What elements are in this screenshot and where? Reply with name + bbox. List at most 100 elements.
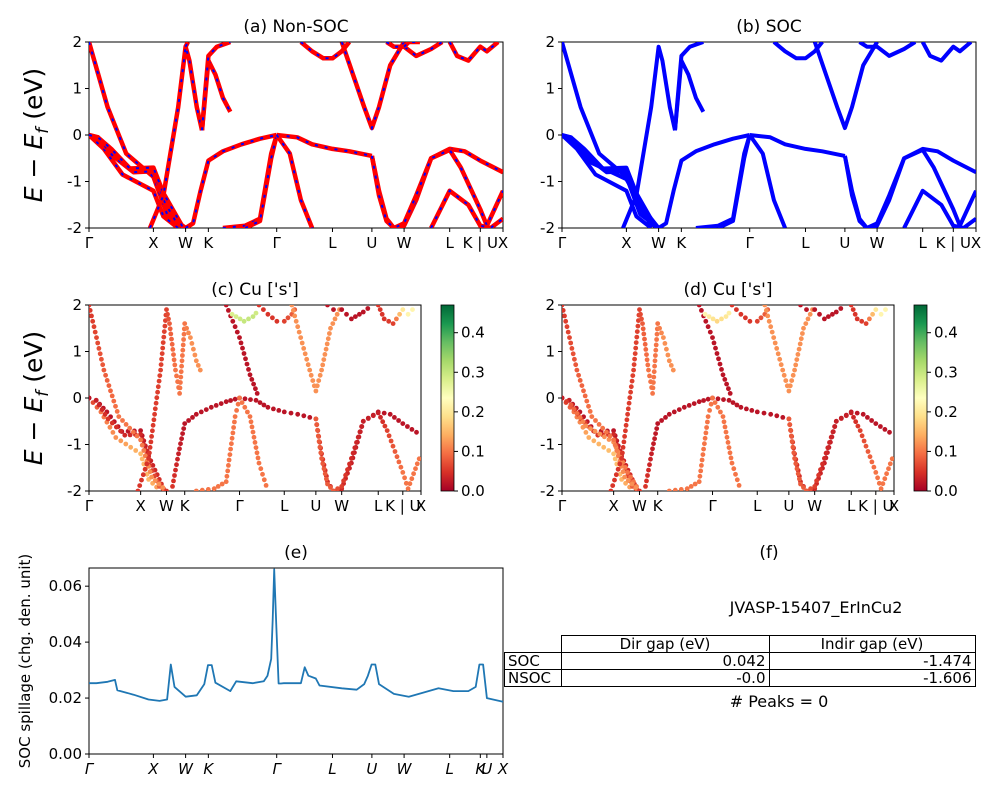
band-point: [155, 389, 161, 395]
band-point: [606, 448, 612, 453]
band-point: [851, 414, 856, 420]
band-point: [652, 363, 657, 369]
band-point: [707, 329, 713, 335]
band-point: [140, 472, 146, 478]
band-point: [320, 461, 326, 466]
band-point: [253, 445, 259, 450]
x-tick-label: L: [374, 497, 383, 515]
x-tick-label: Γ: [85, 497, 94, 515]
band-point: [101, 367, 107, 373]
band-point: [251, 434, 257, 440]
band-point: [634, 329, 640, 334]
band-point: [353, 314, 358, 319]
band-point: [786, 416, 792, 422]
band-point: [195, 363, 201, 368]
band-line: [858, 42, 917, 58]
band-point: [887, 429, 892, 435]
band-point: [647, 462, 652, 468]
y-tick-label: 2: [72, 33, 82, 51]
band-line: [717, 134, 752, 228]
band-point: [375, 305, 381, 308]
band-point: [246, 316, 251, 322]
band-point: [302, 351, 308, 357]
band-point: [122, 432, 128, 438]
band-point: [208, 404, 214, 410]
band-line-dash: [244, 134, 278, 228]
band-point: [617, 461, 623, 467]
x-tick-label: W: [397, 234, 412, 252]
band-point: [762, 305, 768, 308]
band-point: [780, 415, 786, 420]
band-point: [256, 460, 262, 466]
band-point: [804, 488, 809, 491]
band-point: [410, 307, 415, 312]
y-tick-label: 1: [545, 343, 555, 361]
band-point: [295, 324, 301, 330]
band-point: [653, 431, 658, 436]
band-point: [876, 480, 882, 486]
band-point: [233, 314, 239, 319]
band-point: [331, 488, 336, 491]
band-point: [158, 367, 164, 373]
band-point: [167, 326, 173, 332]
band-point: [355, 434, 361, 440]
band-point: [253, 310, 259, 316]
band-point: [612, 456, 618, 462]
band-point: [715, 396, 721, 402]
band-point: [166, 316, 171, 322]
band-point: [92, 329, 98, 335]
band-point: [147, 450, 152, 456]
band-point: [162, 323, 168, 329]
band-point: [581, 388, 586, 394]
band-point: [400, 307, 406, 312]
band-point: [754, 409, 760, 415]
band-point: [798, 481, 803, 487]
band-point: [789, 378, 795, 383]
band-point: [223, 399, 229, 405]
band-point: [118, 438, 124, 444]
band-point: [178, 441, 183, 447]
band-point: [242, 396, 248, 402]
band-point: [650, 446, 655, 452]
colorbar-gradient: [440, 304, 455, 492]
band-point: [392, 415, 397, 420]
band-point: [568, 402, 574, 408]
band-point: [661, 335, 666, 340]
band-point: [698, 468, 704, 474]
band-point: [573, 362, 579, 368]
band-point: [726, 397, 732, 403]
colorbar-tick-label: 0.3: [934, 363, 958, 381]
band-point: [652, 358, 658, 364]
band-point: [789, 439, 795, 444]
band-point: [651, 369, 657, 375]
band-point: [823, 450, 829, 456]
band-point: [330, 321, 336, 326]
band-point: [147, 445, 153, 450]
band-point: [729, 460, 735, 466]
band-point: [645, 473, 650, 478]
band-point: [726, 310, 732, 316]
band-point: [865, 415, 870, 420]
band-point: [629, 378, 635, 384]
band-line-dash: [89, 134, 187, 228]
band-point: [703, 318, 709, 324]
band-point: [223, 479, 229, 485]
band-point: [180, 342, 186, 348]
band-point: [105, 416, 111, 422]
band-point: [249, 424, 255, 430]
band-point: [334, 311, 340, 317]
band-point: [178, 380, 183, 385]
band-point: [234, 329, 240, 335]
band-point: [865, 449, 871, 454]
band-point: [155, 384, 161, 390]
band-point: [579, 383, 585, 388]
colorbar-tick-label: 0.2: [461, 403, 485, 421]
band-point: [725, 440, 731, 445]
band-point: [596, 441, 602, 447]
band-point: [321, 357, 327, 362]
band-point: [794, 357, 800, 362]
band-point: [228, 398, 234, 403]
band-point: [822, 316, 827, 322]
band-point: [316, 378, 322, 383]
band-point: [158, 362, 164, 367]
